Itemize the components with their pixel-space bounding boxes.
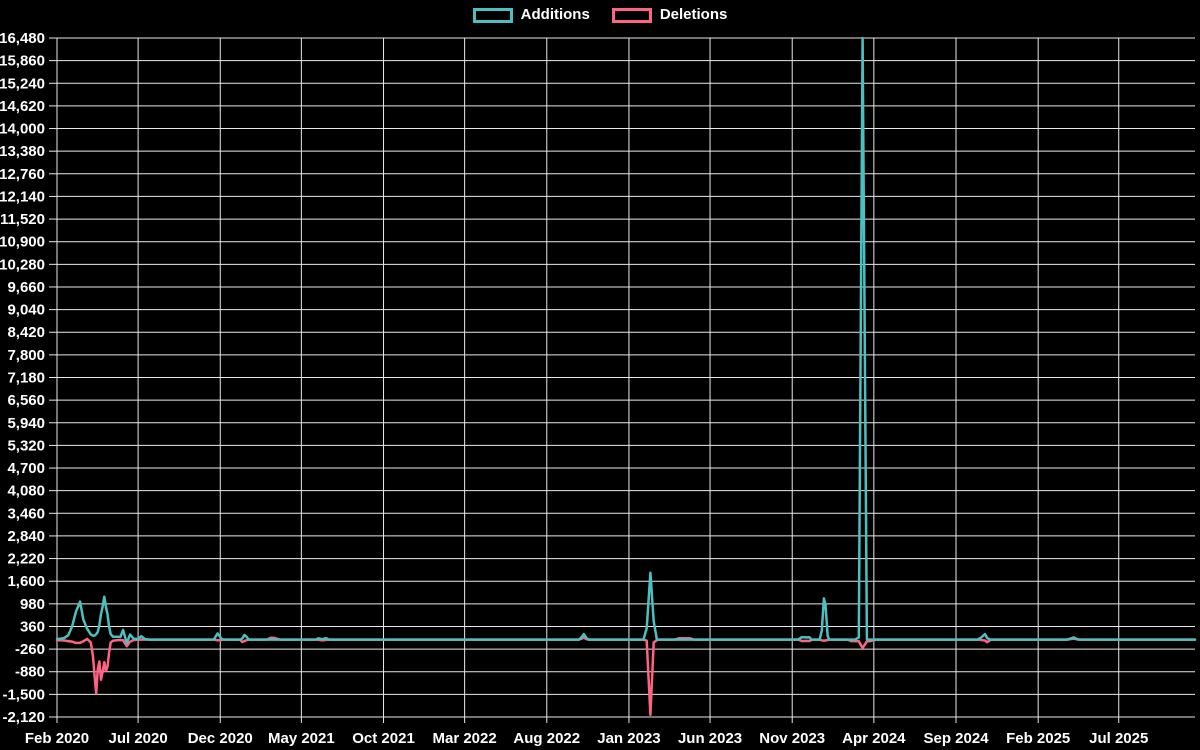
y-tick-label: 9,040 <box>7 302 45 319</box>
y-tick-label: 4,080 <box>7 483 45 500</box>
y-tick-label: 2,220 <box>7 551 45 568</box>
y-tick-label: -260 <box>15 641 45 658</box>
x-tick-label: Nov 2023 <box>759 730 825 747</box>
y-tick-label: 12,760 <box>0 166 45 183</box>
y-tick-label: 16,480 <box>0 30 45 47</box>
y-tick-label: 7,800 <box>7 347 45 364</box>
y-tick-label: 2,840 <box>7 528 45 545</box>
plot-area[interactable] <box>57 38 1195 717</box>
y-tick-label: -880 <box>15 664 45 681</box>
x-tick-label: Dec 2020 <box>188 730 253 747</box>
gridlines <box>49 37 1195 723</box>
y-tick-label: 10,900 <box>0 234 45 251</box>
x-tick-label: Feb 2025 <box>1006 730 1070 747</box>
y-tick-label: 5,320 <box>7 437 45 454</box>
y-tick-label: 11,520 <box>0 211 45 228</box>
y-tick-label: -2,120 <box>2 709 45 726</box>
legend-item-additions[interactable]: Additions <box>472 6 590 24</box>
x-tick-label: Jul 2020 <box>108 730 167 747</box>
x-tick-label: Sep 2024 <box>923 730 989 747</box>
legend-item-deletions[interactable]: Deletions <box>611 6 728 24</box>
y-tick-label: 15,240 <box>0 75 45 92</box>
y-tick-label: 360 <box>20 618 45 635</box>
x-tick-label: Mar 2022 <box>433 730 497 747</box>
y-tick-label: 13,380 <box>0 143 45 160</box>
y-tick-label: 4,700 <box>7 460 45 477</box>
y-tick-label: 15,860 <box>0 53 45 70</box>
x-tick-label: Jul 2025 <box>1089 730 1148 747</box>
y-tick-label: 10,280 <box>0 256 45 273</box>
y-tick-label: 14,620 <box>0 98 45 115</box>
x-tick-label: Oct 2021 <box>352 730 415 747</box>
y-tick-label: 3,460 <box>7 505 45 522</box>
y-tick-label: 8,420 <box>7 324 45 341</box>
y-tick-label: 12,140 <box>0 188 45 205</box>
y-tick-label: 6,560 <box>7 392 45 409</box>
x-tick-label: Apr 2024 <box>842 730 906 747</box>
deletions-line <box>55 636 1197 717</box>
x-tick-label: Aug 2022 <box>513 730 580 747</box>
y-tick-label: -1,500 <box>2 686 45 703</box>
y-tick-label: 7,180 <box>7 370 45 387</box>
additions-line <box>55 36 1197 645</box>
y-tick-label: 9,660 <box>7 279 45 296</box>
x-tick-label: Jun 2023 <box>678 730 742 747</box>
y-tick-label: 1,600 <box>7 573 45 590</box>
x-tick-label: Jan 2023 <box>597 730 660 747</box>
additions-legend-label: Additions <box>520 6 590 23</box>
y-tick-label: 980 <box>20 596 45 613</box>
chart-legend: Additions Deletions <box>0 6 1200 24</box>
y-tick-label: 14,000 <box>0 121 45 138</box>
x-tick-label: May 2021 <box>268 730 335 747</box>
x-tick-label: Feb 2020 <box>25 730 89 747</box>
additions-legend-swatch <box>472 7 513 23</box>
y-tick-label: 5,940 <box>7 415 45 432</box>
deletions-legend-swatch <box>611 7 652 23</box>
axis-labels: -2,120 -1,500 -880 -260 360 980 1,600 2,220 2,84… <box>0 30 1148 747</box>
deletions-legend-label: Deletions <box>659 6 728 23</box>
